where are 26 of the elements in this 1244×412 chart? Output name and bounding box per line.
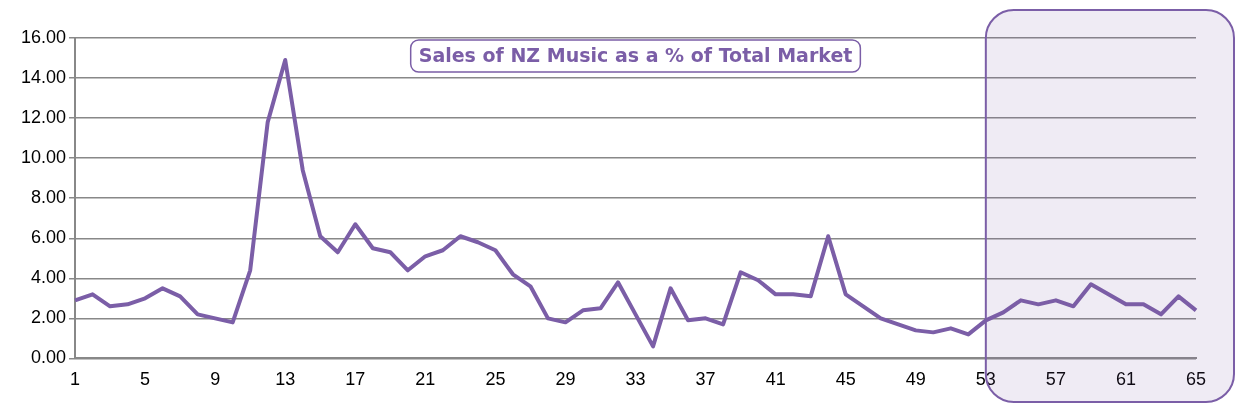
x-tick-label: 65 — [1185, 369, 1207, 390]
x-tick-label: 45 — [835, 369, 856, 390]
y-tick-label: 10.00 — [21, 147, 67, 168]
y-tick-label: 2.00 — [31, 307, 67, 328]
x-tick-label: 33 — [625, 369, 646, 390]
y-tick-label: 16.00 — [21, 26, 67, 47]
x-tick-label: 41 — [765, 369, 786, 390]
x-tick-label: 21 — [415, 369, 436, 390]
x-tick-label: 37 — [695, 369, 716, 390]
x-tick-label: 29 — [555, 369, 576, 390]
y-tick-label: 14.00 — [21, 67, 67, 88]
x-tick-label: 5 — [140, 369, 151, 390]
chart-title: Sales of NZ Music as a % of Total Market — [418, 43, 853, 66]
y-tick-label: 12.00 — [21, 107, 67, 128]
x-tick-label: 25 — [485, 369, 506, 390]
x-tick-label: 57 — [1045, 369, 1066, 390]
y-tick-label: 6.00 — [31, 227, 67, 248]
x-tick-label: 13 — [275, 369, 296, 390]
x-tick-label: 49 — [905, 369, 926, 390]
x-tick-label: 1 — [70, 369, 81, 390]
y-tick-label: 0.00 — [31, 347, 67, 368]
x-tick-label: 61 — [1115, 369, 1136, 390]
x-tick-label: 17 — [345, 369, 366, 390]
y-tick-label: 8.00 — [31, 187, 67, 208]
x-tick-label: 9 — [210, 369, 221, 390]
y-tick-label: 4.00 — [31, 267, 67, 288]
